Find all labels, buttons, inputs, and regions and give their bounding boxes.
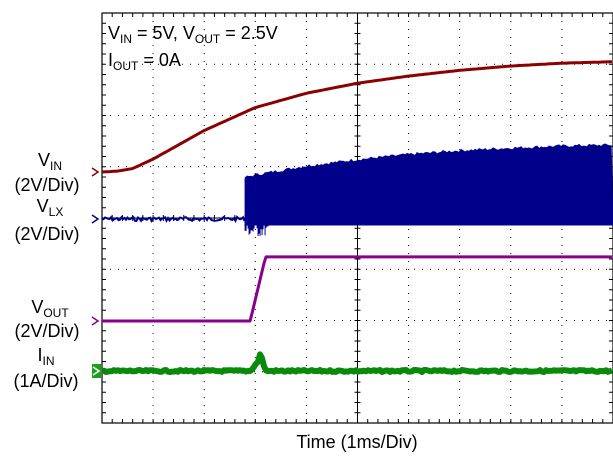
conditions-line-2: IOUT = 0A bbox=[108, 50, 181, 73]
iin-ground-marker bbox=[92, 364, 101, 378]
vout-scale-label: (2V/Div) bbox=[14, 321, 79, 341]
iin-scale-label: (1A/Div) bbox=[13, 371, 78, 391]
vlx-ground-marker bbox=[91, 214, 100, 224]
vout-trace bbox=[102, 255, 612, 323]
vlx-trace-ringing bbox=[244, 219, 270, 236]
iin-label: IIN bbox=[37, 345, 54, 368]
vlx-trace-switching bbox=[244, 143, 613, 226]
iin-ground-marker-arrow bbox=[92, 366, 101, 376]
vout-ground-marker bbox=[91, 316, 100, 326]
vout-label: VOUT bbox=[31, 297, 69, 320]
vin-trace bbox=[101, 60, 612, 174]
conditions-line-1: VIN = 5V, VOUT = 2.5V bbox=[108, 23, 278, 46]
vlx-trace-baseline bbox=[101, 215, 246, 224]
vin-scale-label: (2V/Div) bbox=[14, 175, 79, 195]
iin-trace bbox=[101, 351, 613, 375]
vin-label: VIN bbox=[38, 150, 62, 173]
vlx-scale-label: (2V/Div) bbox=[14, 224, 79, 244]
vlx-label: VLX bbox=[37, 196, 64, 219]
channel-markers bbox=[91, 167, 101, 378]
vin-ground-marker bbox=[91, 167, 100, 177]
trace-layer bbox=[101, 60, 613, 375]
x-axis-label: Time (1ms/Div) bbox=[296, 432, 417, 452]
